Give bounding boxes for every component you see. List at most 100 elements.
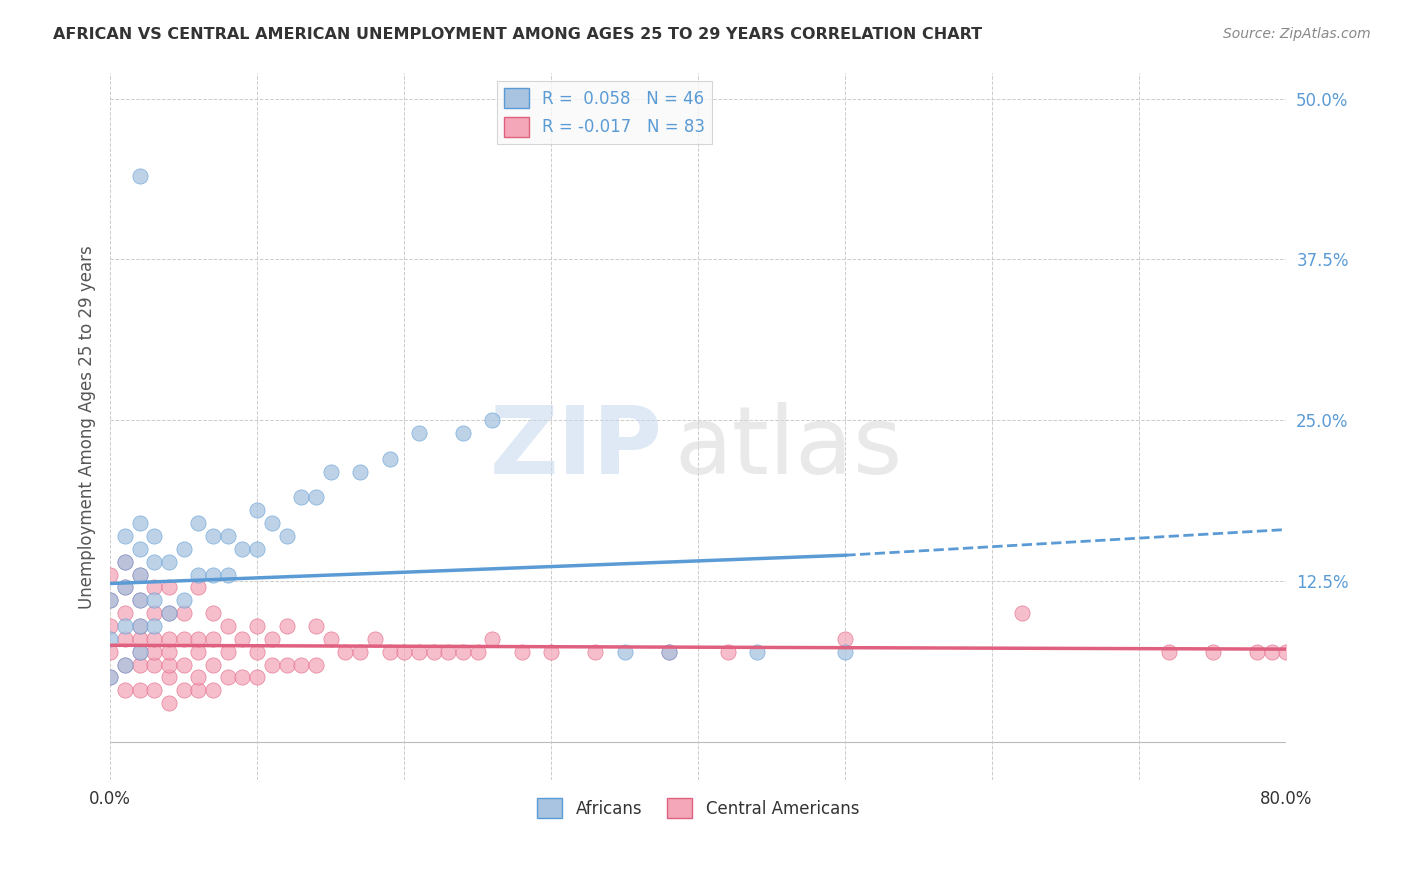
Point — [202, 683, 225, 698]
Point — [128, 683, 150, 698]
Point — [114, 581, 136, 595]
Point — [451, 426, 474, 441]
Point — [128, 593, 150, 607]
Point — [157, 696, 180, 710]
Point — [231, 541, 253, 556]
Point — [173, 657, 195, 672]
Point — [260, 632, 283, 646]
Point — [246, 670, 269, 684]
Point — [202, 632, 225, 646]
Point — [98, 632, 121, 646]
Point — [187, 632, 209, 646]
Point — [98, 593, 121, 607]
Point — [128, 567, 150, 582]
Point — [276, 619, 298, 633]
Point — [217, 670, 239, 684]
Point — [422, 645, 444, 659]
Point — [290, 657, 312, 672]
Point — [128, 632, 150, 646]
Legend: Africans, Central Americans: Africans, Central Americans — [530, 791, 866, 825]
Point — [394, 645, 416, 659]
Point — [613, 645, 636, 659]
Point — [128, 645, 150, 659]
Point — [364, 632, 387, 646]
Point — [202, 567, 225, 582]
Point — [408, 645, 430, 659]
Point — [114, 555, 136, 569]
Point — [143, 555, 166, 569]
Point — [157, 657, 180, 672]
Point — [128, 567, 150, 582]
Point — [173, 683, 195, 698]
Point — [290, 491, 312, 505]
Point — [305, 619, 328, 633]
Point — [658, 645, 681, 659]
Point — [717, 645, 740, 659]
Point — [187, 683, 209, 698]
Point — [143, 619, 166, 633]
Point — [128, 619, 150, 633]
Point — [143, 645, 166, 659]
Point — [157, 606, 180, 620]
Point — [1261, 645, 1284, 659]
Point — [231, 670, 253, 684]
Point — [305, 657, 328, 672]
Point — [1202, 645, 1225, 659]
Point — [143, 683, 166, 698]
Point — [378, 645, 401, 659]
Point — [246, 503, 269, 517]
Point — [157, 606, 180, 620]
Point — [157, 670, 180, 684]
Point — [98, 670, 121, 684]
Point — [335, 645, 357, 659]
Point — [128, 657, 150, 672]
Point — [114, 619, 136, 633]
Point — [658, 645, 681, 659]
Point — [246, 645, 269, 659]
Point — [319, 465, 342, 479]
Point — [157, 645, 180, 659]
Point — [481, 413, 503, 427]
Point — [349, 465, 371, 479]
Point — [143, 529, 166, 543]
Point — [173, 632, 195, 646]
Y-axis label: Unemployment Among Ages 25 to 29 years: Unemployment Among Ages 25 to 29 years — [79, 244, 96, 608]
Text: ZIP: ZIP — [491, 402, 664, 494]
Point — [143, 593, 166, 607]
Point — [217, 529, 239, 543]
Point — [540, 645, 562, 659]
Text: Source: ZipAtlas.com: Source: ZipAtlas.com — [1223, 27, 1371, 41]
Point — [114, 683, 136, 698]
Point — [143, 581, 166, 595]
Point — [260, 516, 283, 530]
Point — [217, 645, 239, 659]
Point — [747, 645, 769, 659]
Point — [143, 606, 166, 620]
Text: atlas: atlas — [675, 402, 903, 494]
Point — [157, 555, 180, 569]
Point — [319, 632, 342, 646]
Point — [1157, 645, 1180, 659]
Point — [187, 567, 209, 582]
Point — [114, 529, 136, 543]
Point — [834, 645, 856, 659]
Point — [98, 593, 121, 607]
Point — [217, 619, 239, 633]
Point — [128, 169, 150, 183]
Point — [202, 657, 225, 672]
Point — [187, 581, 209, 595]
Point — [1275, 645, 1298, 659]
Point — [173, 593, 195, 607]
Point — [98, 645, 121, 659]
Point — [98, 619, 121, 633]
Point — [467, 645, 489, 659]
Point — [834, 632, 856, 646]
Point — [481, 632, 503, 646]
Point — [1246, 645, 1268, 659]
Point — [231, 632, 253, 646]
Text: AFRICAN VS CENTRAL AMERICAN UNEMPLOYMENT AMONG AGES 25 TO 29 YEARS CORRELATION C: AFRICAN VS CENTRAL AMERICAN UNEMPLOYMENT… — [53, 27, 983, 42]
Point — [143, 632, 166, 646]
Point — [173, 606, 195, 620]
Point — [128, 541, 150, 556]
Point — [187, 516, 209, 530]
